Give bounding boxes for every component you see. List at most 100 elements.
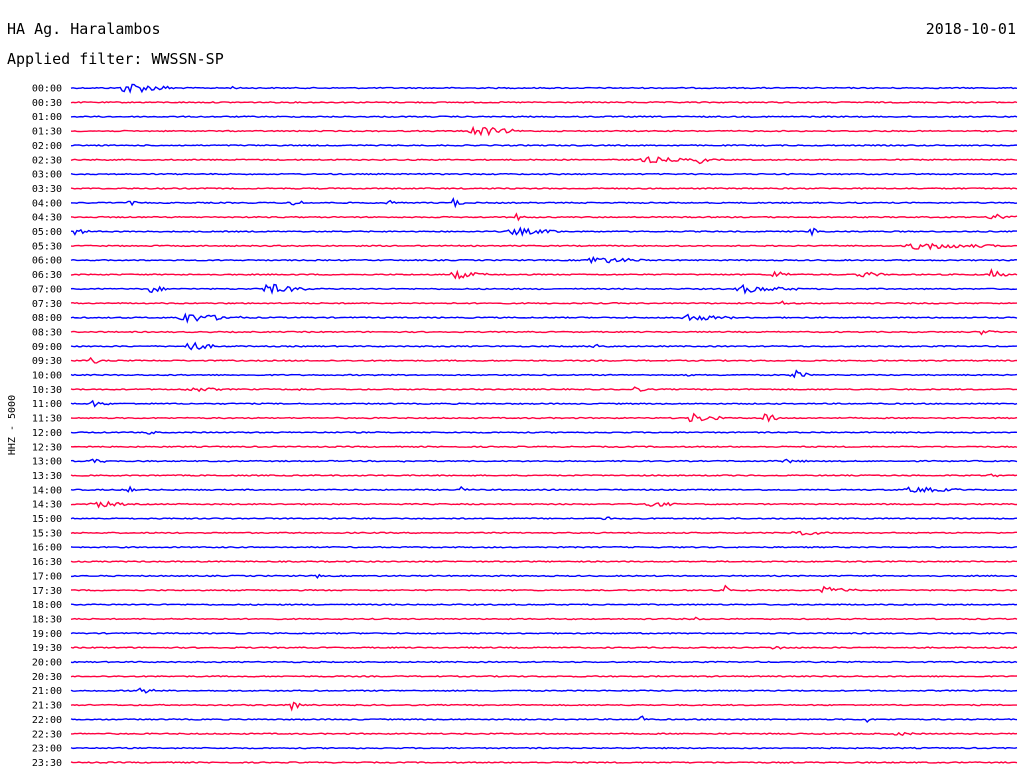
row-time-label: 11:30 [32,414,62,425]
row-time-label: 14:00 [32,485,62,496]
trace-row [70,212,1018,222]
trace-row [70,584,1018,594]
row-time-label: 04:00 [32,198,62,209]
row-time-label: 08:00 [32,313,62,324]
row-time-label: 19:30 [32,643,62,654]
trace-row [70,115,1018,119]
trace-row [70,156,1018,165]
row-time-label: 04:30 [32,213,62,224]
row-time-label: 20:00 [32,658,62,669]
trace-row [70,731,1018,736]
trace-row [70,516,1018,521]
trace-row [70,715,1018,723]
row-time-label: 05:30 [32,241,62,252]
row-time-label: 21:00 [32,686,62,697]
date-label: 2018-10-01 [925,20,1016,38]
y-axis-label: HHZ - 5000 [7,395,18,455]
row-time-label: 03:00 [32,170,62,181]
trace-row [70,101,1018,104]
row-time-label: 06:00 [32,256,62,267]
trace-row [70,616,1018,621]
trace-row [70,473,1018,478]
station-title: HA Ag. Haralambos [7,20,161,38]
row-time-label: 15:30 [32,528,62,539]
trace-row [70,660,1018,664]
row-time-label: 00:00 [32,84,62,95]
trace-row [70,445,1018,449]
row-time-label: 19:00 [32,629,62,640]
row-time-label: 02:30 [32,155,62,166]
row-time-label: 10:30 [32,385,62,396]
trace-row [70,144,1018,147]
trace-row [70,675,1018,678]
row-time-label: 11:00 [32,399,62,410]
row-time-label: 21:30 [32,701,62,712]
row-time-label: 13:00 [32,457,62,468]
row-time-label: 09:00 [32,342,62,353]
trace-row [70,172,1018,176]
trace-row [70,430,1018,435]
row-time-label: 08:30 [32,327,62,338]
row-time-label: 00:30 [32,98,62,109]
filter-label: Applied filter: [7,50,143,68]
trace-row [70,356,1018,364]
trace-row [70,631,1018,635]
trace-row [70,196,1018,209]
trace-row [70,255,1018,265]
trace-row [70,645,1018,650]
row-time-label: 18:00 [32,600,62,611]
row-time-label: 17:30 [32,586,62,597]
filter-line: Applied filter: WWSSN-SP [7,50,224,68]
trace-row [70,701,1018,712]
trace-row [70,500,1018,509]
trace-row [70,268,1018,280]
row-time-label: 17:00 [32,571,62,582]
row-time-label: 23:00 [32,744,62,755]
trace-row [70,458,1018,464]
trace-row [70,399,1018,408]
trace-row [70,687,1018,694]
trace-row [70,573,1018,580]
row-time-label: 12:30 [32,442,62,453]
row-time-label: 01:30 [32,127,62,138]
trace-row [70,125,1018,137]
row-time-label: 22:30 [32,729,62,740]
row-time-label: 15:00 [32,514,62,525]
row-time-label: 16:30 [32,557,62,568]
trace-row [70,83,1018,94]
trace-row [70,485,1018,493]
trace-row [70,603,1018,606]
row-time-label: 02:00 [32,141,62,152]
row-time-label: 10:00 [32,371,62,382]
trace-row [70,187,1018,190]
row-time-label: 23:30 [32,758,62,769]
row-time-label: 06:30 [32,270,62,281]
trace-row [70,242,1018,251]
trace-row [70,746,1018,750]
trace-row [70,530,1018,536]
trace-rows: 00:00 00:30 01:00 01:30 02:00 02:30 03:00 03:30… [32,83,1018,769]
row-time-label: 09:30 [32,356,62,367]
trace-row [70,386,1018,393]
row-time-label: 03:30 [32,184,62,195]
row-time-label: 22:00 [32,715,62,726]
trace-row [70,341,1018,351]
trace-row [70,545,1018,549]
trace-row [70,283,1018,295]
trace-row [70,300,1018,305]
trace-row [70,329,1018,336]
row-time-label: 18:30 [32,614,62,625]
row-time-label: 16:00 [32,543,62,554]
row-time-label: 12:00 [32,428,62,439]
filter-value: WWSSN-SP [151,50,224,68]
trace-row [70,560,1018,563]
trace-row [70,312,1018,324]
row-time-label: 05:00 [32,227,62,238]
row-time-label: 13:30 [32,471,62,482]
trace-row [70,761,1018,764]
row-time-label: 14:30 [32,500,62,511]
row-time-label: 20:30 [32,672,62,683]
trace-row [70,369,1018,379]
row-time-label: 07:00 [32,284,62,295]
